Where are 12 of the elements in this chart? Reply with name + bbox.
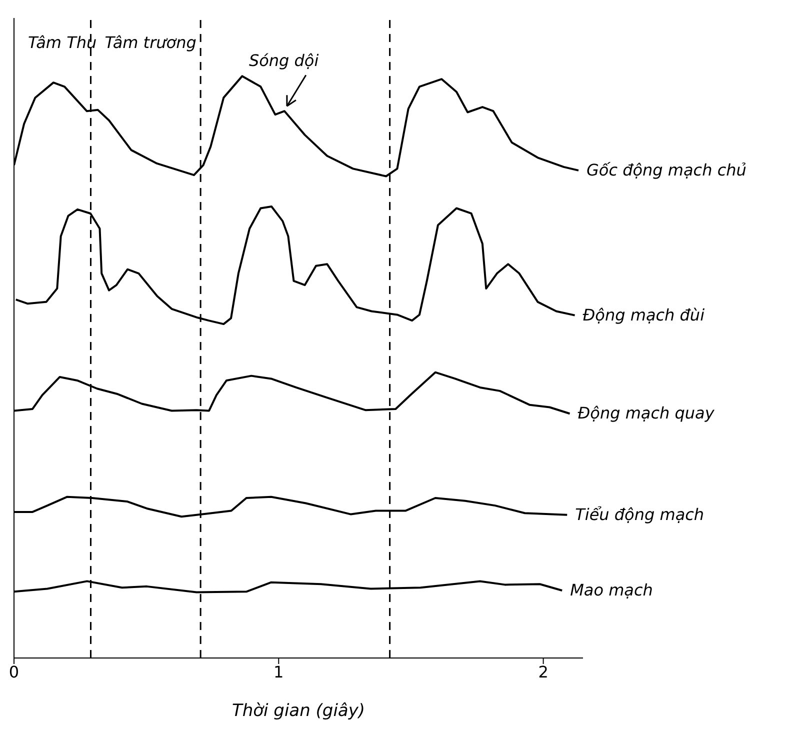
x-tick-label: 0 <box>8 662 20 682</box>
x-axis-title: Thời gian (giây) <box>232 701 366 721</box>
series-label: Tiểu động mạch <box>575 504 704 524</box>
series-label: Gốc động mạch chủ <box>586 160 746 180</box>
text: Tâm Thu <box>28 33 97 52</box>
series-label: Động mạch đùi <box>582 305 706 324</box>
series-label: Mao mạch <box>570 580 653 600</box>
text: Tâm trương <box>104 33 196 52</box>
x-tick-label: 1 <box>274 662 284 682</box>
series-label: Động mạch quay <box>578 404 715 423</box>
x-tick-label: 2 <box>538 662 548 682</box>
annotation: Sóng dội <box>248 51 320 70</box>
